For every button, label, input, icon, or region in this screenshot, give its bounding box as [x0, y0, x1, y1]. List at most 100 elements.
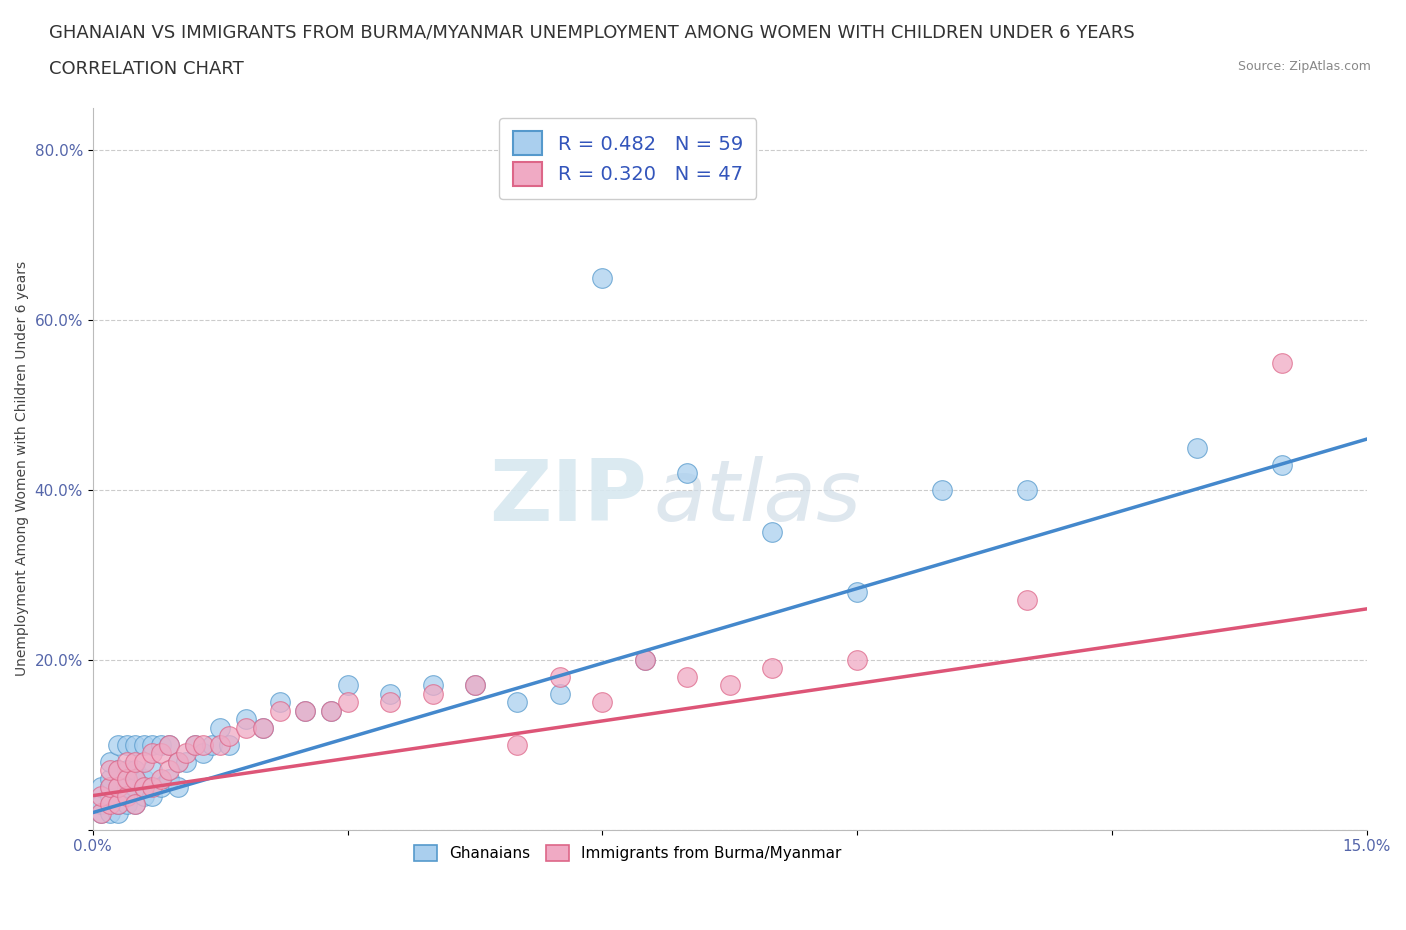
- Point: [1015, 483, 1038, 498]
- Text: CORRELATION CHART: CORRELATION CHART: [49, 60, 245, 78]
- Point: [115, 779, 138, 794]
- Point: [124, 771, 146, 786]
- Point: [107, 763, 129, 777]
- Point: [1271, 355, 1294, 370]
- Point: [761, 525, 783, 540]
- Point: [166, 754, 188, 769]
- Point: [107, 797, 129, 812]
- Point: [124, 797, 146, 812]
- Point: [235, 711, 257, 726]
- Point: [157, 763, 180, 777]
- Point: [931, 483, 953, 498]
- Point: [193, 746, 215, 761]
- Point: [124, 754, 146, 769]
- Point: [132, 771, 155, 786]
- Point: [183, 737, 205, 752]
- Point: [294, 703, 316, 718]
- Point: [98, 779, 121, 794]
- Point: [98, 771, 121, 786]
- Point: [548, 670, 571, 684]
- Point: [90, 779, 112, 794]
- Point: [115, 763, 138, 777]
- Point: [464, 678, 486, 693]
- Point: [107, 779, 129, 794]
- Point: [90, 789, 112, 804]
- Point: [1015, 593, 1038, 608]
- Point: [166, 779, 188, 794]
- Point: [676, 670, 699, 684]
- Point: [107, 779, 129, 794]
- Point: [98, 805, 121, 820]
- Point: [846, 584, 869, 599]
- Legend: Ghanaians, Immigrants from Burma/Myanmar: Ghanaians, Immigrants from Burma/Myanmar: [406, 838, 849, 869]
- Point: [269, 695, 291, 710]
- Point: [336, 678, 359, 693]
- Point: [115, 789, 138, 804]
- Point: [761, 661, 783, 676]
- Point: [422, 678, 444, 693]
- Point: [141, 737, 163, 752]
- Point: [294, 703, 316, 718]
- Point: [107, 737, 129, 752]
- Point: [201, 737, 224, 752]
- Text: GHANAIAN VS IMMIGRANTS FROM BURMA/MYANMAR UNEMPLOYMENT AMONG WOMEN WITH CHILDREN: GHANAIAN VS IMMIGRANTS FROM BURMA/MYANMA…: [49, 23, 1135, 41]
- Point: [90, 805, 112, 820]
- Point: [107, 797, 129, 812]
- Point: [269, 703, 291, 718]
- Point: [209, 737, 232, 752]
- Point: [132, 754, 155, 769]
- Point: [506, 737, 529, 752]
- Point: [378, 686, 401, 701]
- Point: [183, 737, 205, 752]
- Point: [141, 746, 163, 761]
- Point: [252, 720, 274, 735]
- Point: [149, 746, 172, 761]
- Text: Source: ZipAtlas.com: Source: ZipAtlas.com: [1237, 60, 1371, 73]
- Point: [149, 771, 172, 786]
- Point: [141, 763, 163, 777]
- Text: atlas: atlas: [654, 456, 862, 539]
- Point: [157, 737, 180, 752]
- Point: [174, 746, 197, 761]
- Point: [1185, 440, 1208, 455]
- Point: [132, 737, 155, 752]
- Point: [98, 797, 121, 812]
- Text: ZIP: ZIP: [489, 456, 647, 539]
- Point: [124, 763, 146, 777]
- Point: [193, 737, 215, 752]
- Point: [676, 466, 699, 481]
- Point: [634, 652, 657, 667]
- Point: [132, 779, 155, 794]
- Point: [98, 789, 121, 804]
- Point: [591, 695, 613, 710]
- Point: [252, 720, 274, 735]
- Point: [336, 695, 359, 710]
- Point: [141, 789, 163, 804]
- Point: [149, 737, 172, 752]
- Point: [174, 754, 197, 769]
- Point: [218, 729, 240, 744]
- Point: [209, 720, 232, 735]
- Point: [378, 695, 401, 710]
- Point: [90, 797, 112, 812]
- Point: [124, 779, 146, 794]
- Point: [319, 703, 342, 718]
- Point: [115, 771, 138, 786]
- Point: [149, 779, 172, 794]
- Point: [1271, 458, 1294, 472]
- Point: [132, 789, 155, 804]
- Point: [506, 695, 529, 710]
- Point: [218, 737, 240, 752]
- Point: [90, 805, 112, 820]
- Point: [422, 686, 444, 701]
- Point: [166, 754, 188, 769]
- Point: [548, 686, 571, 701]
- Point: [141, 779, 163, 794]
- Y-axis label: Unemployment Among Women with Children Under 6 years: Unemployment Among Women with Children U…: [15, 261, 30, 676]
- Point: [464, 678, 486, 693]
- Point: [319, 703, 342, 718]
- Point: [235, 720, 257, 735]
- Point: [124, 797, 146, 812]
- Point: [107, 763, 129, 777]
- Point: [157, 737, 180, 752]
